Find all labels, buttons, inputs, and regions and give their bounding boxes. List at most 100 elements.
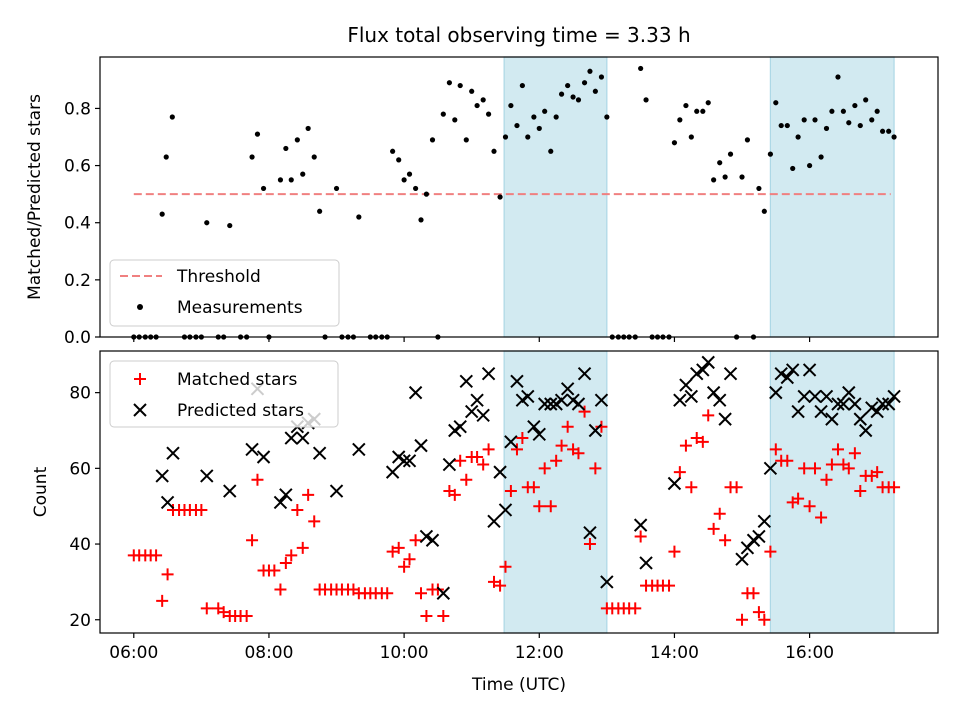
measurement-point [548,148,554,154]
matched-star-point [781,454,794,467]
measurement-point [294,137,300,143]
matched-star-point [673,466,686,479]
measurement-point [558,91,565,97]
measurement-point [671,140,678,146]
measurement-point [401,177,407,183]
matched-star-point [572,447,585,460]
matched-star-point [460,473,473,486]
matched-star-point [730,481,743,494]
measurement-point [169,114,175,120]
predicted-star-point [706,385,721,400]
measurement-point [812,117,818,123]
measurement-point [396,157,402,163]
measurement-point [474,102,480,109]
measurement-point [254,131,261,137]
measurement-point [575,97,582,103]
measurement-point [525,134,531,140]
measurement-point [756,185,762,192]
matched-star-point [758,613,771,626]
top-x-ticks [133,337,811,342]
predicted-star-point [780,370,795,385]
matched-star-point [150,549,163,562]
matched-star-point [279,556,292,569]
measurement-point [159,211,165,217]
measurement-point [452,117,458,123]
measurement-point [469,88,475,94]
predicted-star-point [493,465,507,479]
legend-measurement-marker [137,304,143,310]
predicted-star-point [223,484,237,498]
top-panel: 0.00.20.40.60.8 Matched/Predicted stars … [25,56,939,348]
measurement-point [846,120,852,126]
matched-star-point [820,473,833,486]
predicted-star-point [571,397,586,411]
predicted-star-point [679,378,693,392]
predicted-star-point [802,363,817,377]
matched-star-point [471,450,484,463]
predicted-star-point [696,363,710,377]
predicted-star-point [752,529,766,544]
predicted-star-point [352,442,366,457]
measurement-point [604,114,610,120]
measurement-point [773,100,779,106]
top-legend-box [109,259,340,327]
bottom-y-axis-label: Count [31,466,51,517]
matched-star-point [381,587,394,600]
predicted-star-point [848,397,862,411]
measurement-point [446,80,452,86]
legend-matched-label: Matched stars [177,370,297,390]
matched-star-point [296,541,309,554]
matched-star-point [251,473,264,486]
matched-star-point [668,545,681,558]
matched-star-point [583,538,596,551]
chart-title: Flux total observing time = 3.33 h [347,23,690,47]
measurement-point [502,134,509,140]
predicted-star-point [842,385,856,400]
predicted-star-point [470,393,484,407]
predicted-star-point [442,457,457,472]
measurement-point [727,151,734,157]
predicted-star-point [200,469,214,483]
matched-star-point [663,579,676,592]
predicted-star-point [436,586,451,600]
predicted-star-point [498,503,513,517]
shaded-interval-0 [503,350,608,634]
matched-star-point [516,432,529,445]
matched-star-point [392,541,405,554]
matched-star-point [494,579,507,592]
predicted-star-point [769,385,783,400]
top-plot-frame [99,56,939,338]
predicted-star-point [819,389,834,404]
measurement-point [700,108,706,114]
predicted-star-point [853,412,867,426]
measurement-point [406,171,413,177]
measurement-point [277,177,284,183]
matched-star-point [634,530,647,543]
predicted-star-point [487,514,501,529]
top-y-tick-label: 0.6 [64,157,91,177]
legend-predicted-label: Predicted stars [177,401,304,421]
matched-star-point [437,609,450,622]
measurement-point [581,80,588,86]
matched-star-point [550,454,563,467]
predicted-star-point [785,363,800,377]
measurement-point [440,111,446,117]
predicted-star-point [836,397,851,411]
matched-star-point [398,560,411,573]
matched-star-point [848,447,861,460]
measurement-point [761,208,767,214]
matched-star-point [679,439,692,452]
predicted-star-point [414,438,428,453]
predicted-star-point [594,393,609,407]
matched-star-point [803,500,816,513]
measurement-point [598,74,605,80]
measurement-point [542,108,548,114]
top-y-axis-label: Matched/Predicted stars [25,94,45,300]
measurement-point [829,108,835,114]
matched-star-point [538,462,551,475]
predicted-star-point [735,552,749,566]
measurement-point [677,117,683,123]
predicted-star-point [583,525,597,540]
measurement-point [869,117,875,123]
measurement-point [592,88,598,94]
